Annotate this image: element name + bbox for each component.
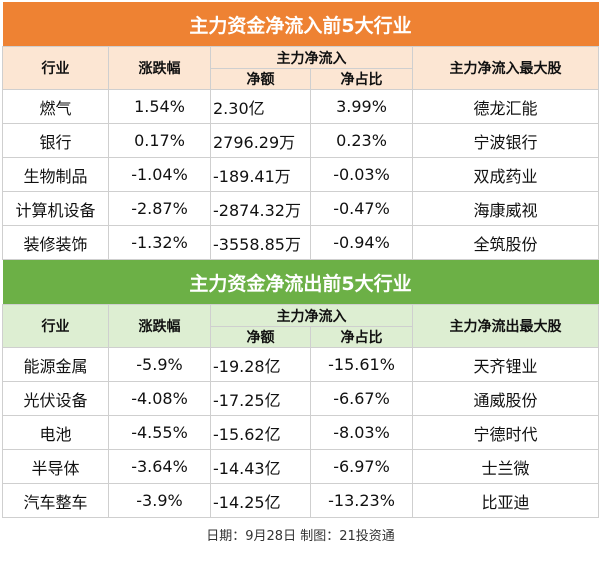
header-ratio: 净占比 <box>310 326 413 348</box>
cell-ratio: -0.03% <box>310 157 413 192</box>
cell-amount: -3558.85万 <box>210 225 311 260</box>
table-row: 计算机设备 -2.87% -2874.32万 -0.47% 海康威视 <box>2 191 600 226</box>
cell-top-stock: 比亚迪 <box>411 483 600 518</box>
cell-amount: -14.43亿 <box>210 449 311 484</box>
header-net-inflow: 主力净流入 <box>210 304 413 327</box>
cell-change: -5.9% <box>108 347 211 382</box>
header-change: 涨跌幅 <box>108 304 211 348</box>
table-row: 生物制品 -1.04% -189.41万 -0.03% 双成药业 <box>2 157 600 192</box>
table-row: 光伏设备 -4.08% -17.25亿 -6.67% 通威股份 <box>2 381 600 416</box>
cell-ratio: 3.99% <box>310 89 413 124</box>
cell-top-stock: 天齐锂业 <box>411 347 600 382</box>
cell-industry: 能源金属 <box>2 347 109 382</box>
cell-change: -3.9% <box>108 483 211 518</box>
header-industry: 行业 <box>2 46 109 90</box>
cell-industry: 光伏设备 <box>2 381 109 416</box>
table-row: 汽车整车 -3.9% -14.25亿 -13.23% 比亚迪 <box>2 483 600 518</box>
cell-amount: -15.62亿 <box>210 415 311 450</box>
cell-ratio: -0.94% <box>310 225 413 260</box>
inflow-title: 主力资金净流入前5大行业 <box>2 2 599 47</box>
cell-industry: 汽车整车 <box>2 483 109 518</box>
cell-change: 1.54% <box>108 89 211 124</box>
cell-industry: 燃气 <box>2 89 109 124</box>
table-row: 能源金属 -5.9% -19.28亿 -15.61% 天齐锂业 <box>2 347 600 382</box>
footer-note: 日期：9月28日 制图：21投资通 <box>2 517 599 550</box>
header-amount: 净额 <box>210 326 311 348</box>
outflow-rows: 能源金属 -5.9% -19.28亿 -15.61% 天齐锂业 光伏设备 -4.08% -17… <box>2 347 600 518</box>
header-industry: 行业 <box>2 304 109 348</box>
cell-change: -2.87% <box>108 191 211 226</box>
cell-ratio: -0.47% <box>310 191 413 226</box>
cell-amount: 2.30亿 <box>210 89 311 124</box>
cell-top-stock: 宁德时代 <box>411 415 600 450</box>
cell-change: 0.17% <box>108 123 211 158</box>
cell-ratio: -15.61% <box>310 347 413 382</box>
fund-flow-table: 主力资金净流入前5大行业 行业 涨跌幅 主力净流入 主力净流入最大股 净额 净占… <box>2 2 600 550</box>
cell-amount: 2796.29万 <box>210 123 311 158</box>
cell-ratio: -6.97% <box>310 449 413 484</box>
cell-top-stock: 双成药业 <box>411 157 600 192</box>
cell-industry: 电池 <box>2 415 109 450</box>
cell-change: -3.64% <box>108 449 211 484</box>
header-change: 涨跌幅 <box>108 46 211 90</box>
cell-amount: -2874.32万 <box>210 191 311 226</box>
cell-change: -1.04% <box>108 157 211 192</box>
cell-industry: 银行 <box>2 123 109 158</box>
cell-industry: 装修装饰 <box>2 225 109 260</box>
cell-change: -4.55% <box>108 415 211 450</box>
table-row: 装修装饰 -1.32% -3558.85万 -0.94% 全筑股份 <box>2 225 600 260</box>
cell-top-stock: 士兰微 <box>411 449 600 484</box>
cell-ratio: -13.23% <box>310 483 413 518</box>
cell-amount: -189.41万 <box>210 157 311 192</box>
cell-ratio: -6.67% <box>310 381 413 416</box>
table-row: 燃气 1.54% 2.30亿 3.99% 德龙汇能 <box>2 89 600 124</box>
cell-change: -4.08% <box>108 381 211 416</box>
header-amount: 净额 <box>210 68 311 90</box>
header-ratio: 净占比 <box>310 68 413 90</box>
cell-amount: -14.25亿 <box>210 483 311 518</box>
table-row: 半导体 -3.64% -14.43亿 -6.97% 士兰微 <box>2 449 600 484</box>
cell-change: -1.32% <box>108 225 211 260</box>
outflow-section: 主力资金净流出前5大行业 行业 涨跌幅 主力净流入 主力净流出最大股 净额 净占… <box>2 259 600 348</box>
header-top-stock: 主力净流出最大股 <box>411 304 600 348</box>
inflow-rows: 燃气 1.54% 2.30亿 3.99% 德龙汇能 银行 0.17% 2796.29万 0.23… <box>2 89 600 260</box>
cell-amount: -19.28亿 <box>210 347 311 382</box>
cell-top-stock: 德龙汇能 <box>411 89 600 124</box>
inflow-section: 主力资金净流入前5大行业 行业 涨跌幅 主力净流入 主力净流入最大股 净额 净占… <box>2 2 600 90</box>
table-row: 电池 -4.55% -15.62亿 -8.03% 宁德时代 <box>2 415 600 450</box>
cell-industry: 计算机设备 <box>2 191 109 226</box>
table-row: 银行 0.17% 2796.29万 0.23% 宁波银行 <box>2 123 600 158</box>
cell-top-stock: 宁波银行 <box>411 123 600 158</box>
cell-industry: 半导体 <box>2 449 109 484</box>
cell-top-stock: 通威股份 <box>411 381 600 416</box>
cell-top-stock: 全筑股份 <box>411 225 600 260</box>
cell-industry: 生物制品 <box>2 157 109 192</box>
cell-amount: -17.25亿 <box>210 381 311 416</box>
cell-top-stock: 海康威视 <box>411 191 600 226</box>
outflow-title: 主力资金净流出前5大行业 <box>2 259 599 305</box>
header-net-inflow: 主力净流入 <box>210 46 413 69</box>
header-top-stock: 主力净流入最大股 <box>411 46 600 90</box>
cell-ratio: -8.03% <box>310 415 413 450</box>
cell-ratio: 0.23% <box>310 123 413 158</box>
fund-flow-report: 主力资金净流入前5大行业 行业 涨跌幅 主力净流入 主力净流入最大股 净额 净占… <box>2 2 600 550</box>
